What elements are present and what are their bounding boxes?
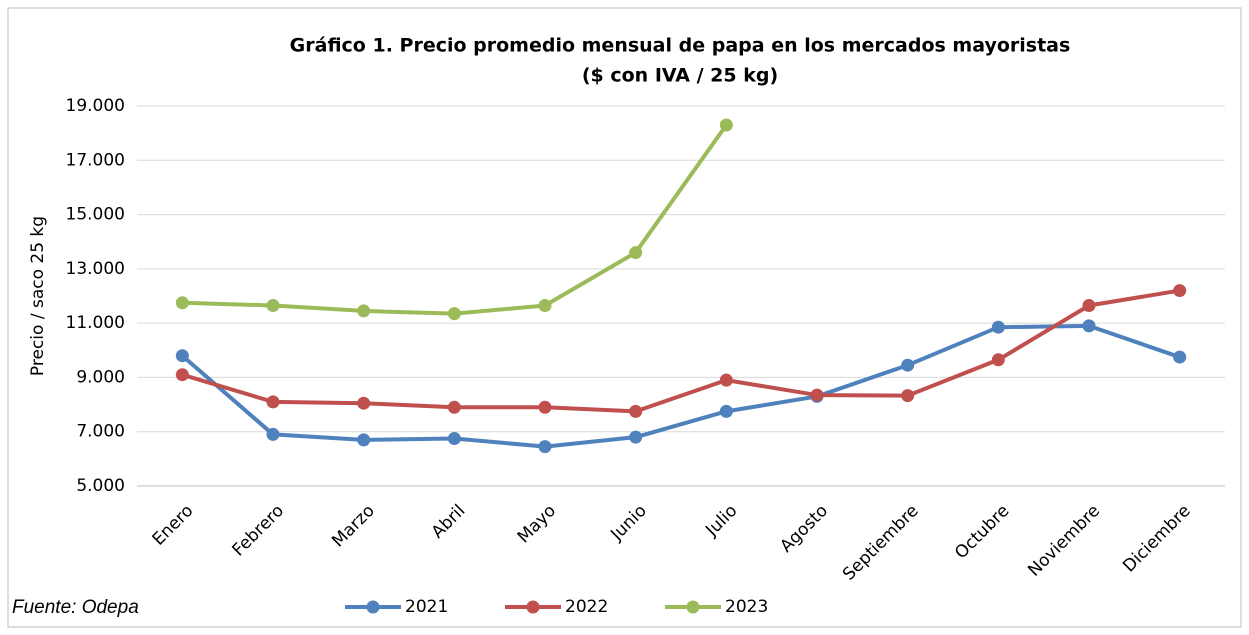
data-point — [357, 433, 371, 447]
legend-label: 2023 — [725, 597, 768, 617]
series-line — [181, 288, 1180, 414]
data-point — [175, 296, 189, 310]
y-tick-label: 13.000 — [66, 259, 125, 279]
data-point — [266, 299, 280, 312]
data-point — [719, 118, 733, 132]
data-point — [175, 349, 189, 363]
y-tick-label: 11.000 — [66, 313, 125, 333]
data-point — [1173, 350, 1187, 364]
y-tick-label: 9.000 — [76, 367, 125, 387]
legend-label: 2022 — [565, 597, 608, 617]
data-point — [447, 400, 461, 414]
legend-label: 2021 — [405, 597, 448, 617]
data-point — [629, 430, 643, 444]
data-point — [991, 353, 1005, 367]
y-tick-label: 15.000 — [66, 205, 125, 225]
data-point — [357, 396, 371, 410]
y-tick-label: 17.000 — [66, 150, 125, 170]
series-line — [181, 323, 1181, 449]
chart-title: Gráfico 1. Precio promedio mensual de pa… — [290, 35, 1071, 57]
y-axis-label: Precio / saco 25 kg — [28, 216, 48, 376]
data-point — [538, 400, 552, 414]
y-tick-label: 19.000 — [66, 96, 125, 116]
data-point — [447, 432, 461, 445]
data-point — [719, 373, 733, 387]
data-point — [175, 368, 189, 382]
chart-title: ($ con IVA / 25 kg) — [582, 65, 778, 87]
data-point — [901, 389, 915, 403]
legend-marker — [366, 600, 380, 614]
data-point — [266, 395, 280, 409]
legend-marker — [526, 600, 540, 614]
data-point — [357, 304, 371, 318]
chart-frame — [7, 7, 1242, 628]
data-point — [629, 246, 643, 260]
y-tick-label: 7.000 — [76, 422, 125, 442]
y-tick-label: 5.000 — [76, 476, 125, 496]
source: Fuente: Odepa — [12, 597, 139, 618]
data-point — [810, 388, 824, 402]
data-point — [901, 358, 915, 372]
data-point — [991, 320, 1005, 334]
legend-marker — [686, 600, 700, 614]
data-point — [1082, 319, 1096, 333]
data-point — [1082, 299, 1096, 312]
data-point — [538, 440, 552, 454]
data-point — [447, 307, 461, 321]
data-point — [538, 299, 552, 312]
data-point — [629, 404, 643, 418]
data-point — [719, 404, 733, 418]
data-point — [1173, 284, 1187, 298]
data-point — [266, 427, 280, 441]
